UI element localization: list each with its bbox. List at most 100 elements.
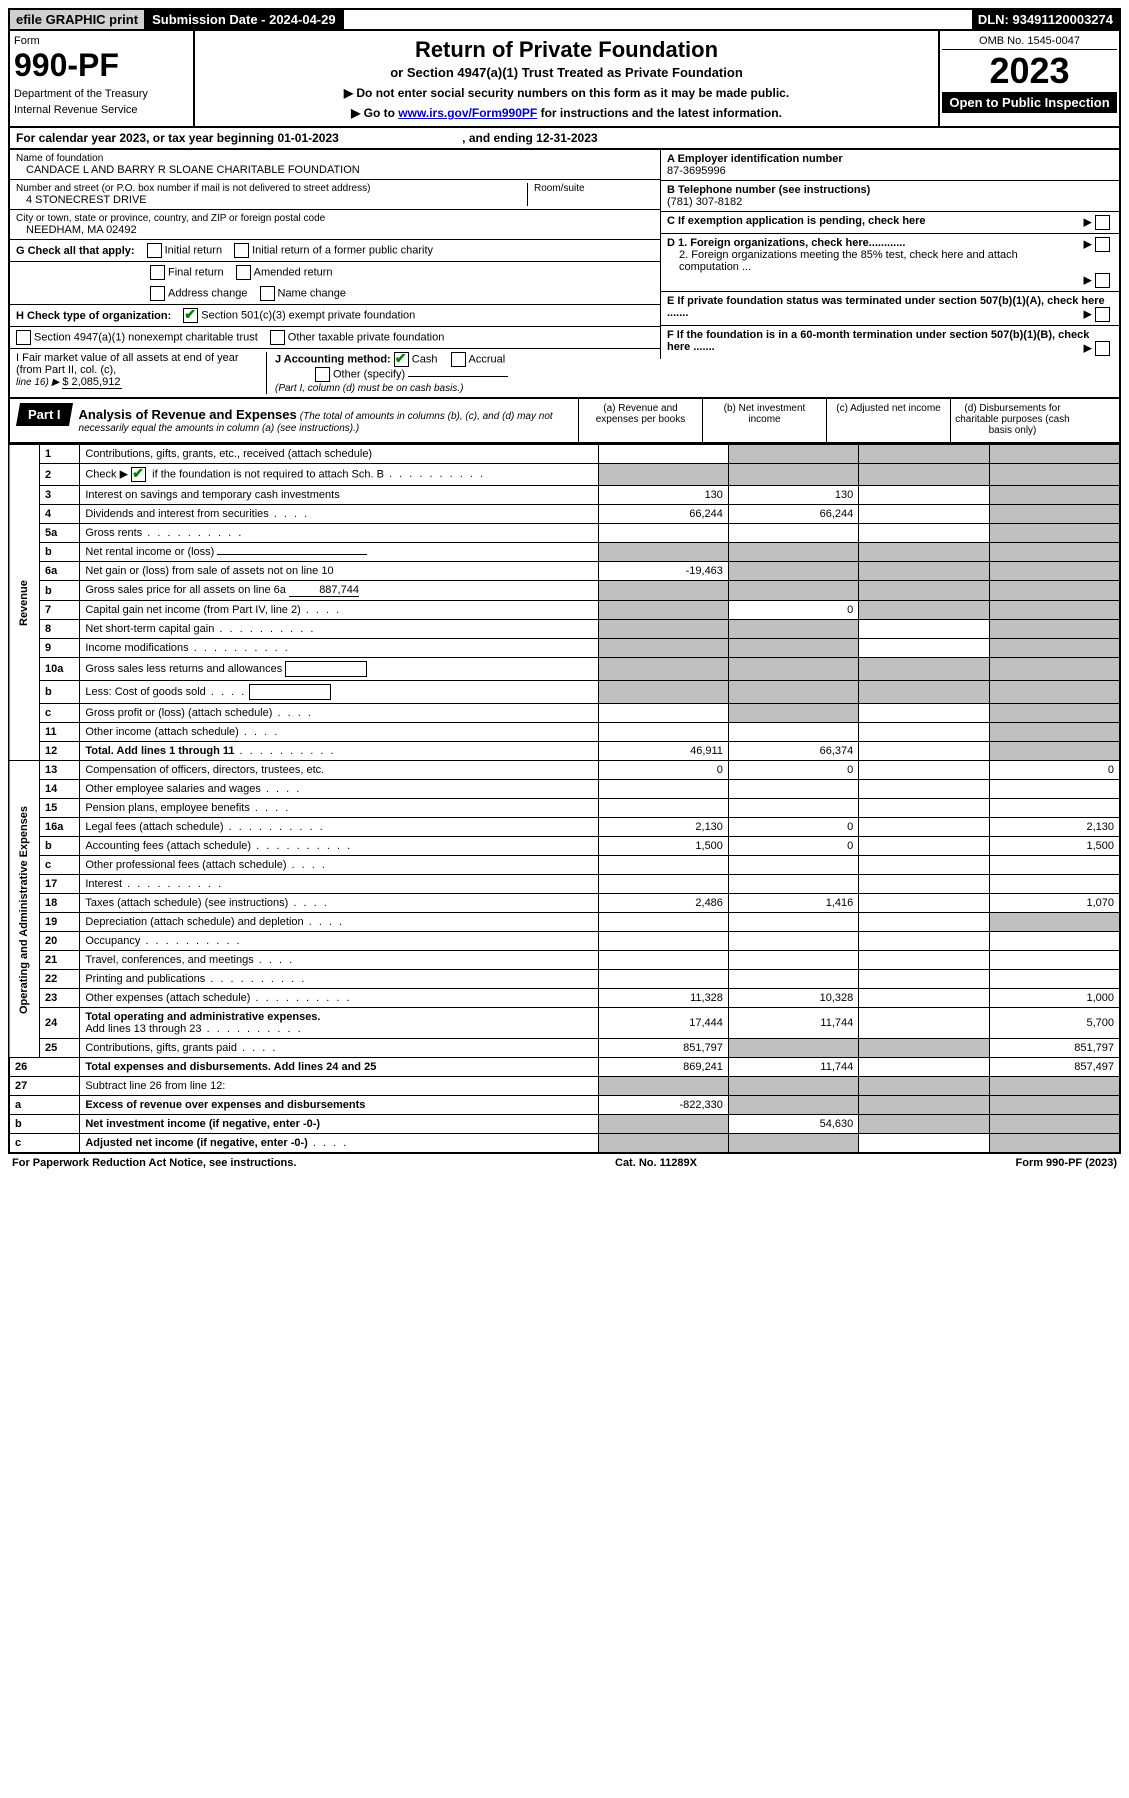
60month-checkbox[interactable] — [1095, 341, 1110, 356]
line-desc: Other employee salaries and wages — [80, 780, 598, 799]
line-desc: Occupancy — [80, 932, 598, 951]
line-num: 12 — [40, 742, 80, 761]
line-desc: Legal fees (attach schedule) — [80, 818, 598, 837]
table-row: 19Depreciation (attach schedule) and dep… — [9, 913, 1120, 932]
spacer — [344, 10, 972, 29]
table-row: 11Other income (attach schedule) — [9, 723, 1120, 742]
foundation-name: CANDACE L AND BARRY R SLOANE CHARITABLE … — [16, 164, 654, 176]
opex-label: Operating and Administrative Expenses — [9, 761, 40, 1058]
instr2-post: for instructions and the latest informat… — [537, 106, 782, 120]
city-cell: City or town, state or province, country… — [10, 210, 660, 240]
amount-d: 1,500 — [989, 837, 1120, 856]
line-desc: Other professional fees (attach schedule… — [80, 856, 598, 875]
501c3-checkbox[interactable] — [183, 308, 198, 323]
j-label: J Accounting method: — [275, 353, 391, 365]
line-num: b — [40, 581, 80, 601]
b-label: B Telephone number (see instructions) — [667, 184, 870, 196]
g1: Initial return — [165, 244, 222, 256]
line-desc: Excess of revenue over expenses and disb… — [80, 1096, 598, 1115]
g5: Address change — [168, 287, 248, 299]
a-label: A Employer identification number — [667, 153, 843, 165]
f-cell: F If the foundation is in a 60-month ter… — [660, 326, 1119, 359]
col-d-header: (d) Disbursements for charitable purpose… — [950, 399, 1074, 442]
line-desc: Taxes (attach schedule) (see instruction… — [80, 894, 598, 913]
other-taxable-checkbox[interactable] — [270, 330, 285, 345]
line-num: 3 — [40, 486, 80, 505]
line-num: 6a — [40, 562, 80, 581]
line-desc: Net short-term capital gain — [80, 620, 598, 639]
table-row: bNet rental income or (loss) — [9, 543, 1120, 562]
cash-checkbox[interactable] — [394, 352, 409, 367]
85pct-checkbox[interactable] — [1095, 273, 1110, 288]
line-num: 18 — [40, 894, 80, 913]
form-header: Form 990-PF Department of the Treasury I… — [8, 31, 1121, 128]
line-desc: Contributions, gifts, grants, etc., rece… — [80, 445, 598, 464]
terminated-checkbox[interactable] — [1095, 307, 1110, 322]
table-row: 3Interest on savings and temporary cash … — [9, 486, 1120, 505]
final-return-checkbox[interactable] — [150, 265, 165, 280]
line-desc: Pension plans, employee benefits — [80, 799, 598, 818]
4947-checkbox[interactable] — [16, 330, 31, 345]
j1: Cash — [412, 353, 438, 365]
exemption-pending-checkbox[interactable] — [1095, 215, 1110, 230]
form-link[interactable]: www.irs.gov/Form990PF — [398, 106, 537, 120]
form-id-box: Form 990-PF Department of the Treasury I… — [10, 31, 195, 126]
table-row: cAdjusted net income (if negative, enter… — [9, 1134, 1120, 1154]
address-change-checkbox[interactable] — [150, 286, 165, 301]
j2: Accrual — [469, 353, 506, 365]
table-row: 6aNet gain or (loss) from sale of assets… — [9, 562, 1120, 581]
instr-2: ▶ Go to www.irs.gov/Form990PF for instru… — [201, 106, 932, 120]
line-desc: Other income (attach schedule) — [80, 723, 598, 742]
line-num: 25 — [40, 1039, 80, 1058]
accrual-checkbox[interactable] — [451, 352, 466, 367]
schb-checkbox[interactable] — [131, 467, 146, 482]
e-label: E If private foundation status was termi… — [667, 295, 1105, 319]
table-row: 26Total expenses and disbursements. Add … — [9, 1058, 1120, 1077]
addr-label: Number and street (or P.O. box number if… — [16, 183, 527, 194]
line-num: 14 — [40, 780, 80, 799]
amount-a: 66,244 — [598, 505, 728, 524]
foreign-org-checkbox[interactable] — [1095, 237, 1110, 252]
e-cell: E If private foundation status was termi… — [660, 292, 1119, 326]
year-box: OMB No. 1545-0047 2023 Open to Public In… — [938, 31, 1119, 126]
line-desc: Gross sales less returns and allowances — [80, 658, 598, 681]
amount-a: 2,130 — [598, 818, 728, 837]
table-row: bLess: Cost of goods sold — [9, 681, 1120, 704]
amended-checkbox[interactable] — [236, 265, 251, 280]
part1-table: Revenue 1Contributions, gifts, grants, e… — [8, 444, 1121, 1154]
line-desc: Capital gain net income (from Part IV, l… — [80, 601, 598, 620]
amount-d: 1,070 — [989, 894, 1120, 913]
irs-label: Internal Revenue Service — [14, 104, 189, 116]
initial-public-checkbox[interactable] — [234, 243, 249, 258]
col-b-header: (b) Net investment income — [702, 399, 826, 442]
efile-button[interactable]: efile GRAPHIC print — [10, 10, 146, 29]
line-desc: Less: Cost of goods sold — [80, 681, 598, 704]
table-row: 14Other employee salaries and wages — [9, 780, 1120, 799]
line-desc: Check ▶ if the foundation is not require… — [80, 464, 598, 486]
line-desc: Contributions, gifts, grants paid — [80, 1039, 598, 1058]
footer: For Paperwork Reduction Act Notice, see … — [8, 1154, 1121, 1172]
other-method-checkbox[interactable] — [315, 367, 330, 382]
line-desc: Net rental income or (loss) — [80, 543, 598, 562]
room-label: Room/suite — [534, 183, 654, 194]
line-num: 9 — [40, 639, 80, 658]
footer-mid: Cat. No. 11289X — [615, 1157, 697, 1169]
table-row: bAccounting fees (attach schedule)1,5000… — [9, 837, 1120, 856]
initial-return-checkbox[interactable] — [147, 243, 162, 258]
line-num: a — [9, 1096, 80, 1115]
amount-a: 130 — [598, 486, 728, 505]
table-row: cGross profit or (loss) (attach schedule… — [9, 704, 1120, 723]
c-label: C If exemption application is pending, c… — [667, 215, 926, 227]
amount-a: 0 — [598, 761, 728, 780]
amount-a: 11,328 — [598, 989, 728, 1008]
j-note: (Part I, column (d) must be on cash basi… — [275, 383, 463, 394]
table-row: 20Occupancy — [9, 932, 1120, 951]
table-row: 9Income modifications — [9, 639, 1120, 658]
amount-b: 11,744 — [728, 1008, 858, 1039]
line-num: 24 — [40, 1008, 80, 1039]
name-change-checkbox[interactable] — [260, 286, 275, 301]
instr2-pre: ▶ Go to — [351, 106, 398, 120]
h-check-row2: Section 4947(a)(1) nonexempt charitable … — [10, 327, 660, 349]
amount-a: 1,500 — [598, 837, 728, 856]
dept-label: Department of the Treasury — [14, 88, 189, 100]
